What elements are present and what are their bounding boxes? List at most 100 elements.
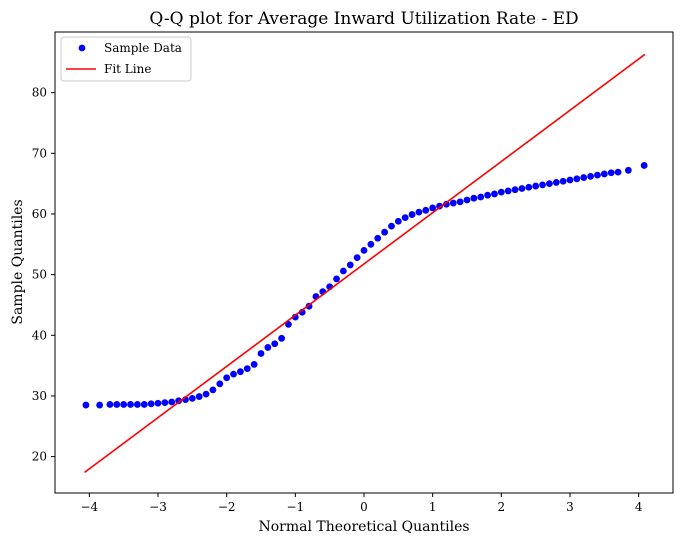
legend-marker-sample-data (78, 44, 86, 52)
sample-data-point (394, 217, 402, 225)
sample-data-point (285, 320, 292, 328)
sample-data-point (587, 172, 594, 180)
y-axis-ticks: 20 30 40 50 60 70 80 (32, 86, 55, 464)
sample-data-point (491, 190, 498, 198)
sample-data-point (422, 206, 430, 214)
y-tick-label: 40 (32, 328, 47, 342)
sample-data-point (456, 198, 464, 206)
sample-data-point (600, 170, 608, 178)
x-tick-label: 2 (498, 500, 506, 514)
sample-data-point (168, 398, 176, 406)
sample-data-point (333, 275, 340, 283)
sample-data-point (360, 246, 368, 254)
sample-data-point (408, 211, 416, 218)
sample-data-point (594, 171, 601, 179)
x-axis-ticks: −4 −3 −2 −1 0 1 2 3 4 (80, 493, 643, 514)
sample-data-point (580, 174, 588, 181)
sample-data-point (291, 313, 299, 321)
legend-box (60, 36, 192, 82)
sample-data-point (96, 401, 104, 409)
sample-data-point (388, 222, 395, 230)
legend: Sample Data Fit Line (60, 36, 192, 82)
x-tick-label: −1 (286, 500, 304, 514)
x-tick-label: −2 (218, 500, 236, 514)
sample-data-point (188, 394, 196, 402)
fit-line (84, 53, 646, 474)
sample-data-point (566, 176, 574, 184)
sample-data-point (340, 267, 347, 275)
sample-data-point (429, 204, 437, 212)
sample-data-point (147, 400, 155, 408)
sample-data-point (484, 191, 491, 199)
sample-data-point (539, 181, 546, 189)
sample-data-point (518, 185, 526, 192)
sample-data-point (237, 368, 244, 376)
sample-data-point (559, 177, 567, 185)
legend-label-fit-line: Fit Line (104, 62, 151, 76)
y-tick-label: 30 (32, 389, 47, 403)
sample-data-point (113, 401, 121, 408)
x-tick-label: 0 (360, 500, 368, 514)
sample-data-point (278, 334, 285, 342)
sample-data-point (401, 214, 409, 222)
sample-data-point (436, 202, 443, 210)
sample-data-point (209, 386, 217, 394)
sample-data-point (497, 188, 505, 196)
sample-data-point (120, 401, 128, 408)
x-tick-label: −4 (80, 500, 98, 514)
x-tick-label: 3 (566, 500, 574, 514)
sample-data-point (640, 162, 648, 169)
sample-data-point (449, 199, 457, 207)
chart-title: Q-Q plot for Average Inward Utilization … (149, 9, 578, 29)
sample-data-point (614, 168, 622, 176)
y-tick-label: 50 (32, 268, 47, 282)
sample-data-point (230, 370, 237, 378)
sample-data-point (374, 234, 382, 242)
y-axis-label: Sample Quantiles (10, 199, 26, 324)
sample-data-point (504, 187, 512, 195)
sample-data-point (463, 196, 471, 204)
sample-data-point (264, 344, 272, 351)
sample-data-point (511, 186, 519, 194)
sample-data-point (443, 200, 450, 208)
sample-data-point (624, 166, 632, 174)
sample-data-point (223, 374, 231, 382)
sample-data-point (546, 180, 553, 188)
x-tick-label: 4 (635, 500, 643, 514)
sample-data-point (346, 261, 354, 269)
x-tick-label: 1 (429, 500, 437, 514)
x-axis-label: Normal Theoretical Quantiles (258, 519, 469, 535)
y-tick-label: 70 (32, 146, 47, 160)
plot-area-frame (54, 31, 674, 494)
sample-data-point (367, 240, 375, 248)
y-tick-label: 80 (32, 86, 47, 100)
sample-data-point (106, 401, 114, 408)
sample-data-point (271, 340, 279, 348)
sample-data-point (195, 393, 203, 400)
sample-data-point (127, 401, 134, 408)
sample-data-point (161, 399, 169, 407)
sample-data-point (470, 194, 478, 202)
sample-data-point (250, 361, 258, 368)
sample-data-point (216, 380, 224, 388)
sample-data-point (381, 228, 388, 236)
sample-data-point (202, 390, 210, 398)
sample-data-point (607, 169, 615, 177)
sample-data-point (477, 193, 485, 201)
sample-data-point (134, 401, 141, 408)
y-tick-label: 60 (32, 207, 47, 221)
sample-data-point (82, 401, 90, 409)
sample-data-point (532, 182, 540, 190)
y-tick-label: 20 (32, 450, 47, 464)
sample-data-point (140, 401, 148, 408)
legend-label-sample-data: Sample Data (104, 41, 182, 55)
sample-data-point (154, 399, 162, 407)
sample-data-point (525, 183, 533, 191)
sample-data-point (243, 365, 251, 373)
data-layer (82, 53, 648, 474)
sample-data-point (257, 350, 265, 357)
sample-data-point (353, 254, 361, 262)
sample-data-point (552, 179, 560, 186)
sample-data-point (573, 175, 581, 183)
